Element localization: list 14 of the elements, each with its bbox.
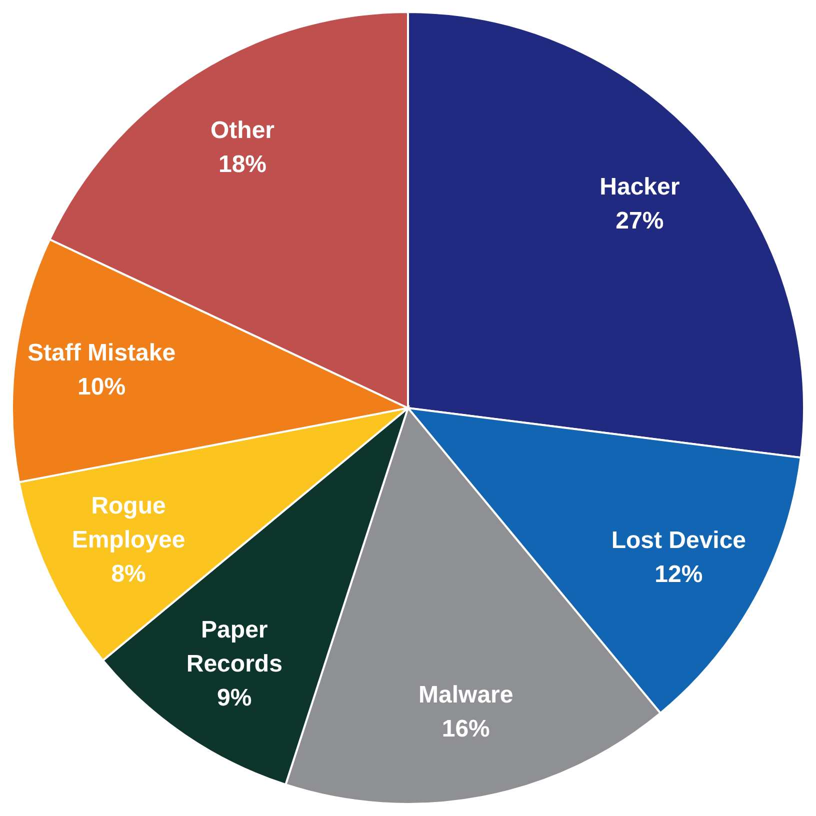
slice-label: Rogue Employee — [72, 492, 186, 554]
slice-label: Staff Mistake — [28, 338, 176, 366]
data-label: 12% — [654, 560, 703, 588]
data-label: 16% — [442, 714, 490, 742]
data-label: 18% — [218, 150, 267, 178]
slice-label: Hacker — [600, 173, 680, 200]
slice-label: Paper Records — [186, 616, 282, 677]
data-label: 10% — [78, 372, 126, 400]
slice-label: Lost Device — [611, 526, 746, 554]
slice-label: Other — [210, 116, 274, 144]
data-label: 27% — [616, 207, 664, 234]
data-label: 9% — [217, 684, 252, 711]
data-label: 8% — [111, 560, 146, 588]
slice-label: Malware — [418, 680, 514, 708]
